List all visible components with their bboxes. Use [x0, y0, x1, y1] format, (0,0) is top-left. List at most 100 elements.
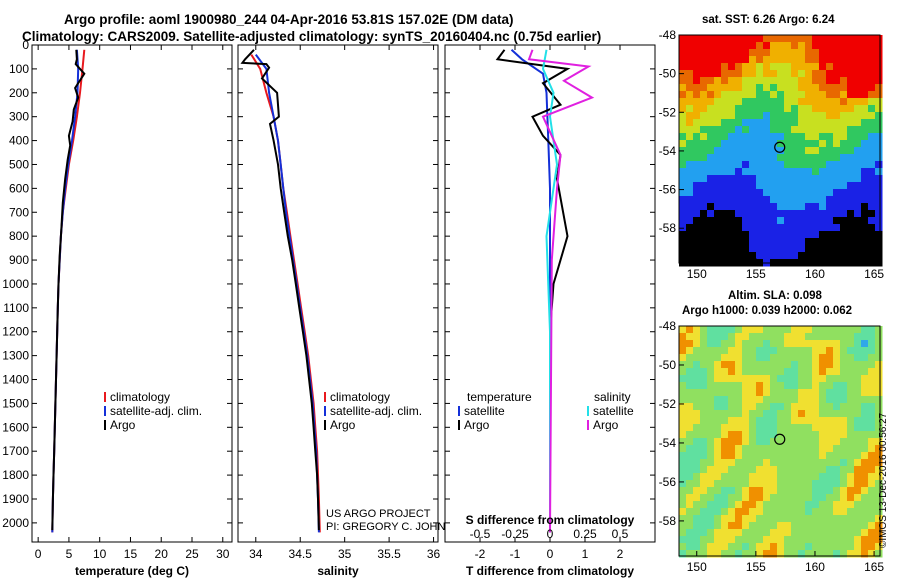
map-cell: [721, 140, 729, 148]
map-cell: [714, 508, 722, 516]
map-cell: [826, 536, 834, 544]
map-cell: [777, 536, 785, 544]
map-cell: [875, 154, 883, 162]
map-cell: [756, 501, 764, 509]
map-cell: [749, 354, 757, 362]
map-cell: [763, 238, 771, 246]
map-cell: [707, 63, 715, 71]
map-cell: [819, 161, 827, 169]
map-cell: [826, 347, 834, 355]
map-cell: [686, 77, 694, 85]
map-cell: [763, 35, 771, 43]
map-cell: [854, 382, 862, 390]
map-cell: [714, 140, 722, 148]
map-cell: [756, 452, 764, 460]
map-cell: [700, 189, 708, 197]
map-cell: [875, 147, 883, 155]
map-cell: [784, 396, 792, 404]
map-cell: [714, 252, 722, 260]
map-cell: [756, 91, 764, 99]
map-cell: [805, 182, 813, 190]
map-cell: [714, 105, 722, 113]
map-cell: [854, 375, 862, 383]
map-cell: [861, 515, 869, 523]
map-cell: [763, 347, 771, 355]
map-cell: [819, 487, 827, 495]
map-cell: [756, 119, 764, 127]
map-cell: [735, 382, 743, 390]
map-cell: [707, 203, 715, 211]
map-cell: [861, 431, 869, 439]
map-cell: [749, 56, 757, 64]
map-cell: [735, 550, 743, 558]
map-cell: [833, 224, 841, 232]
map-cell: [728, 494, 736, 502]
map-cell: [805, 445, 813, 453]
map-cell: [777, 231, 785, 239]
map-cell: [700, 238, 708, 246]
map-cell: [840, 196, 848, 204]
map-cell: [868, 361, 876, 369]
map-cell: [693, 452, 701, 460]
map-cell: [707, 161, 715, 169]
map-cell: [714, 70, 722, 78]
map-cell: [861, 403, 869, 411]
map-cell: [791, 252, 799, 260]
map-cell: [749, 231, 757, 239]
map-cell: [833, 252, 841, 260]
map-cell: [798, 63, 806, 71]
map-cell: [805, 522, 813, 530]
map-cell: [798, 543, 806, 551]
map-cell: [819, 105, 827, 113]
map-cell: [707, 431, 715, 439]
map-cell: [861, 203, 869, 211]
map-cell: [714, 473, 722, 481]
map-cell: [770, 112, 778, 120]
map-cell: [777, 480, 785, 488]
map-cell: [798, 42, 806, 50]
map-cell: [847, 459, 855, 467]
map-cell: [791, 382, 799, 390]
map-cell: [721, 196, 729, 204]
map-cell: [693, 126, 701, 134]
map-cell: [805, 403, 813, 411]
map-cell: [679, 508, 687, 516]
map-cell: [700, 210, 708, 218]
map-cell: [833, 466, 841, 474]
map-cell: [693, 224, 701, 232]
map-cell: [700, 84, 708, 92]
map-cell: [819, 49, 827, 57]
map-cell: [707, 550, 715, 558]
map-cell: [707, 543, 715, 551]
map-cell: [707, 501, 715, 509]
map-cell: [735, 522, 743, 530]
map-cell: [777, 189, 785, 197]
legend-label: climatology: [110, 390, 170, 404]
profile-location-marker: [774, 141, 786, 153]
map-cell: [770, 466, 778, 474]
map-cell: [861, 175, 869, 183]
map-cell: [728, 161, 736, 169]
map-cell: [784, 168, 792, 176]
map-cell: [819, 77, 827, 85]
map-cell: [742, 431, 750, 439]
map-cell: [777, 410, 785, 418]
map-cell: [763, 403, 771, 411]
map-cell: [742, 382, 750, 390]
map-cell: [826, 210, 834, 218]
map-cell: [749, 189, 757, 197]
map-cell: [861, 112, 869, 120]
map-cell: [868, 217, 876, 225]
map-cell: [686, 424, 694, 432]
map-cell: [847, 175, 855, 183]
map-cell: [756, 550, 764, 558]
map-cell: [840, 70, 848, 78]
map-cell: [805, 480, 813, 488]
map-cell: [798, 403, 806, 411]
map-cell: [693, 35, 701, 43]
map-cell: [735, 361, 743, 369]
map-cell: [798, 35, 806, 43]
map-cell: [819, 189, 827, 197]
map-cell: [868, 182, 876, 190]
y-tick-label: 1600: [2, 420, 29, 434]
